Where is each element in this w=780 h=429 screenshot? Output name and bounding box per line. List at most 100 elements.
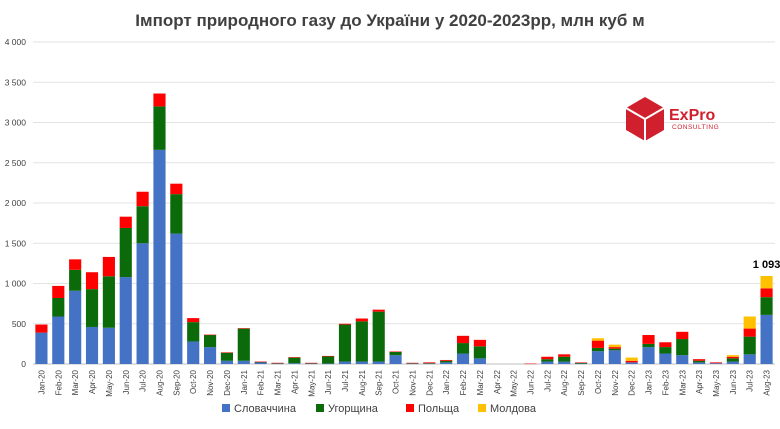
bar-segment <box>153 106 166 150</box>
x-tick-label: Jul-23 <box>746 369 755 391</box>
x-tick-label: Aug-20 <box>155 369 164 395</box>
x-tick-label: Nov-21 <box>408 369 417 395</box>
bar-segment <box>406 363 419 364</box>
bar-segment <box>456 335 470 344</box>
bar-segment <box>203 335 217 348</box>
bar-segment <box>709 362 723 364</box>
x-tick-label: Nov-22 <box>611 369 620 395</box>
x-tick-label: Mar-20 <box>71 369 80 395</box>
bar-segment <box>136 206 149 244</box>
bar-segment <box>322 355 335 357</box>
bar-segment <box>170 183 183 195</box>
bar-segment <box>406 362 419 364</box>
bar-segment <box>625 357 638 361</box>
bar-segment <box>52 316 65 364</box>
logo-text: ExPro <box>669 107 715 124</box>
bar-segment <box>693 362 706 364</box>
legend-swatch <box>316 404 324 412</box>
x-tick-label: Jul-22 <box>543 369 552 391</box>
bar-segment <box>271 363 284 364</box>
bar-segment <box>305 363 318 364</box>
bar-segment <box>726 361 739 364</box>
x-tick-label: Apr-20 <box>88 369 97 394</box>
x-tick-label: Apr-23 <box>695 369 704 394</box>
x-tick-label: Jun-22 <box>526 369 535 394</box>
legend-swatch <box>222 404 230 412</box>
x-tick-label: Oct-22 <box>594 369 603 394</box>
bar-segment <box>254 361 267 363</box>
bar-segment <box>237 360 250 364</box>
x-tick-label: Mar-22 <box>476 369 485 395</box>
x-tick-label: Dec-21 <box>425 369 434 395</box>
bar-segment <box>288 357 301 358</box>
bar-segment <box>85 289 99 327</box>
bar-segment <box>693 359 706 361</box>
bar-segment <box>35 332 48 364</box>
bar-segment <box>440 359 453 361</box>
x-tick-label: Apr-21 <box>290 369 299 394</box>
bar-segment <box>389 355 402 364</box>
bar-segment <box>35 324 48 333</box>
bar-segment <box>305 362 318 364</box>
bar-segment <box>136 191 149 207</box>
x-tick-label: May-23 <box>712 369 721 396</box>
x-tick-label: Feb-22 <box>459 369 468 395</box>
bar-segment <box>220 352 234 361</box>
y-tick-label: 3 000 <box>5 118 27 128</box>
x-tick-label: Oct-20 <box>189 369 198 394</box>
chart-title: Імпорт природного газу до України у 2020… <box>135 11 644 30</box>
bar-segment <box>676 339 689 356</box>
bar-segment <box>203 347 217 364</box>
bar-segment <box>541 359 554 362</box>
bar-segment <box>541 356 554 360</box>
bar-segment <box>69 269 82 291</box>
bar-segment <box>591 338 605 341</box>
bar-segment <box>693 360 706 363</box>
bar-segment <box>372 311 385 362</box>
x-tick-label: Jul-21 <box>341 369 350 391</box>
bar-segment <box>726 358 739 362</box>
bar-segment <box>69 259 82 270</box>
bar-segment <box>85 326 99 364</box>
y-tick-label: 2 000 <box>5 198 27 208</box>
bar-segment <box>760 297 773 315</box>
bar-segment <box>440 362 453 364</box>
bar-segment <box>642 343 655 348</box>
x-tick-label: Jan-20 <box>37 369 46 394</box>
bar-segment <box>473 339 486 347</box>
bar-segment <box>574 363 588 365</box>
legend-swatch <box>478 404 486 412</box>
x-tick-label: Dec-22 <box>628 369 637 395</box>
bar-segment <box>203 334 217 336</box>
bar-segment <box>406 363 419 365</box>
bar-segment <box>119 227 132 278</box>
x-tick-label: Jul-20 <box>139 369 148 391</box>
bar-segment <box>608 347 621 349</box>
x-tick-label: Jan-21 <box>240 369 249 394</box>
bar-segment <box>726 356 739 359</box>
bar-segment <box>473 358 486 364</box>
expro-logo: ExPro CONSULTING <box>625 97 719 141</box>
bar-segment <box>760 276 773 289</box>
x-tick-label: Mar-21 <box>274 369 283 395</box>
bar-segment <box>625 360 638 363</box>
bar-segment <box>659 347 672 354</box>
bar-segment <box>355 321 368 362</box>
bar-segment <box>423 363 436 365</box>
bar-segment <box>541 361 554 364</box>
x-tick-label: May-20 <box>105 369 114 396</box>
bar-segment <box>574 362 588 364</box>
x-tick-label: Apr-22 <box>493 369 502 394</box>
x-tick-label: Oct-21 <box>392 369 401 394</box>
bar-segment <box>322 363 335 365</box>
legend-label: Угорщина <box>328 403 379 415</box>
bar-segment <box>153 93 166 107</box>
x-tick-label: Sep-22 <box>577 369 586 395</box>
bar-segment <box>102 327 115 364</box>
bar-segment <box>136 243 149 364</box>
y-tick-label: 1 500 <box>5 238 27 248</box>
bar-segment <box>52 285 65 298</box>
bar-segment <box>102 256 115 277</box>
x-tick-label: Feb-20 <box>54 369 63 395</box>
